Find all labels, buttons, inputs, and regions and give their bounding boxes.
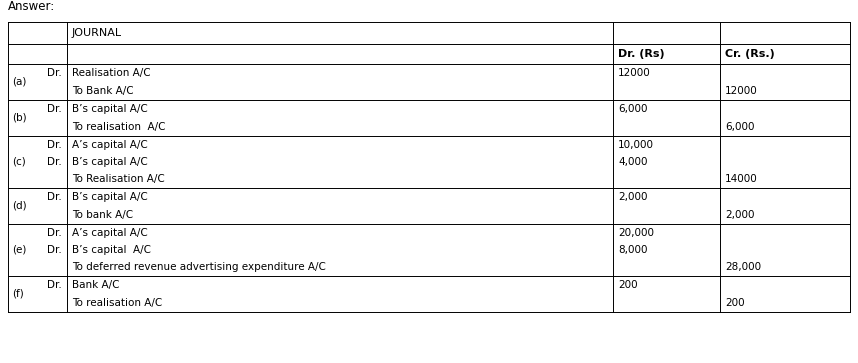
Text: (b): (b) (12, 113, 27, 123)
Text: Answer:: Answer: (8, 0, 55, 12)
Text: 12000: 12000 (725, 86, 758, 96)
Text: 200: 200 (618, 280, 637, 290)
Text: 28,000: 28,000 (725, 262, 761, 272)
Text: B’s capital  A/C: B’s capital A/C (72, 245, 151, 255)
Text: To deferred revenue advertising expenditure A/C: To deferred revenue advertising expendit… (72, 262, 326, 272)
Text: Dr.: Dr. (47, 245, 62, 255)
Text: 8,000: 8,000 (618, 245, 648, 255)
Text: JOURNAL: JOURNAL (72, 28, 122, 38)
Text: Realisation A/C: Realisation A/C (72, 68, 151, 78)
Text: 6,000: 6,000 (618, 104, 648, 114)
Text: Cr. (Rs.): Cr. (Rs.) (725, 49, 775, 59)
Text: B’s capital A/C: B’s capital A/C (72, 192, 148, 202)
Text: 14000: 14000 (725, 174, 758, 184)
Text: Bank A/C: Bank A/C (72, 280, 119, 290)
Text: 10,000: 10,000 (618, 140, 654, 150)
Text: Dr.: Dr. (47, 280, 62, 290)
Text: (c): (c) (12, 157, 26, 167)
Text: To realisation  A/C: To realisation A/C (72, 122, 166, 132)
Text: (e): (e) (12, 245, 27, 255)
Text: 12000: 12000 (618, 68, 650, 78)
Text: Dr.: Dr. (47, 157, 62, 167)
Text: 2,000: 2,000 (618, 192, 648, 202)
Text: To bank A/C: To bank A/C (72, 210, 133, 220)
Text: To Bank A/C: To Bank A/C (72, 86, 134, 96)
Text: B’s capital A/C: B’s capital A/C (72, 157, 148, 167)
Text: 200: 200 (725, 298, 745, 308)
Text: 6,000: 6,000 (725, 122, 754, 132)
Text: (a): (a) (12, 77, 27, 87)
Text: Dr.: Dr. (47, 228, 62, 238)
Text: A’s capital A/C: A’s capital A/C (72, 228, 148, 238)
Text: 20,000: 20,000 (618, 228, 654, 238)
Text: To Realisation A/C: To Realisation A/C (72, 174, 165, 184)
Text: Dr.: Dr. (47, 140, 62, 150)
Text: 2,000: 2,000 (725, 210, 754, 220)
Text: Dr. (Rs): Dr. (Rs) (618, 49, 665, 59)
Text: 4,000: 4,000 (618, 157, 648, 167)
Text: B’s capital A/C: B’s capital A/C (72, 104, 148, 114)
Text: A’s capital A/C: A’s capital A/C (72, 140, 148, 150)
Text: (f): (f) (12, 289, 24, 299)
Text: Dr.: Dr. (47, 192, 62, 202)
Text: (d): (d) (12, 201, 27, 211)
Text: Dr.: Dr. (47, 104, 62, 114)
Text: Dr.: Dr. (47, 68, 62, 78)
Text: To realisation A/C: To realisation A/C (72, 298, 162, 308)
